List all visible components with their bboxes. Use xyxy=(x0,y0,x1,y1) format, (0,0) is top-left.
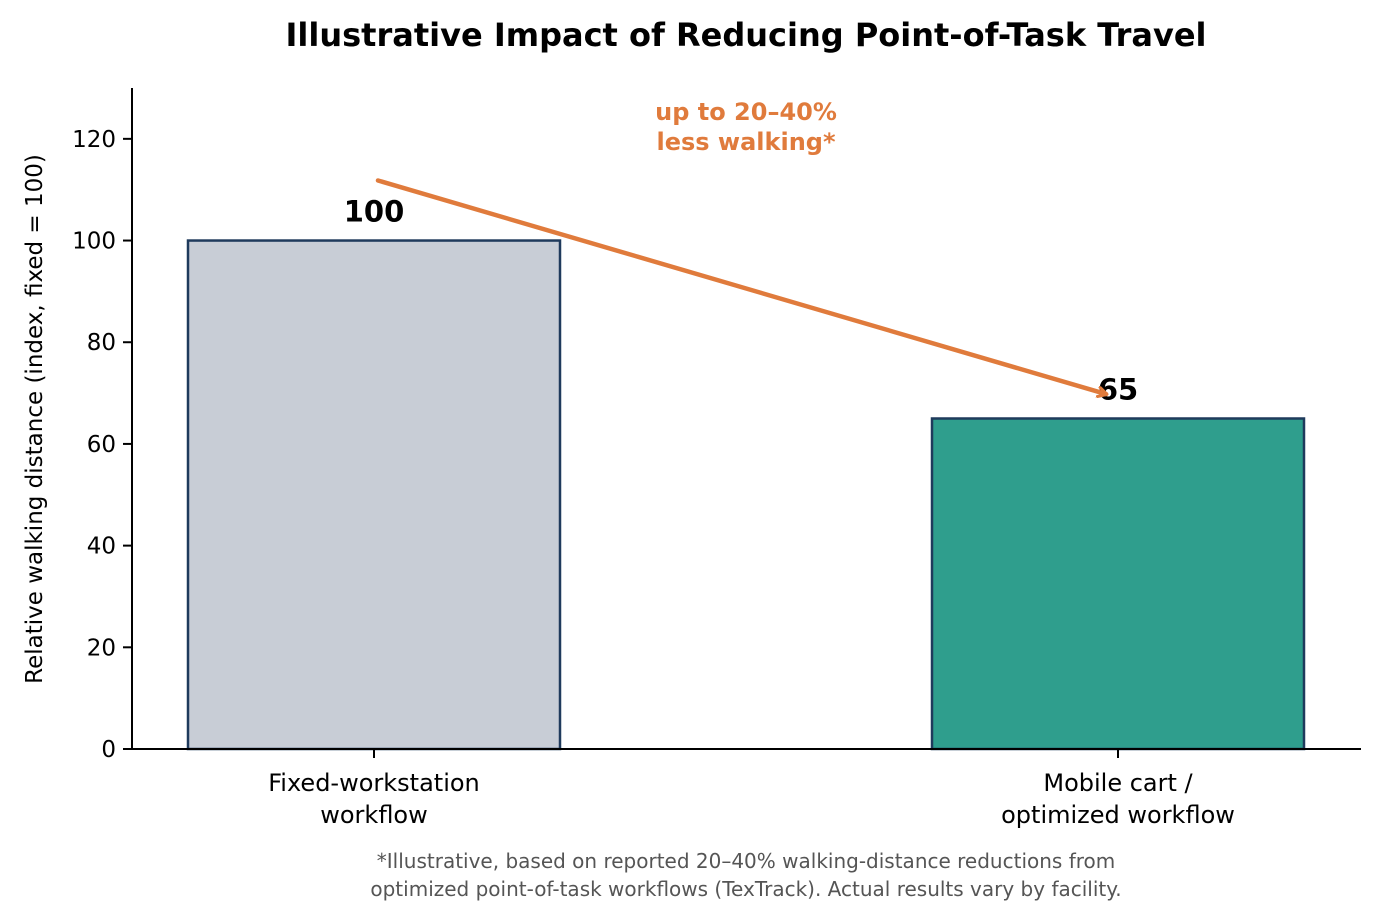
footnote-line-2: optimized point-of-task workflows (TexTr… xyxy=(370,877,1121,901)
y-tick-label: 120 xyxy=(72,127,116,153)
chart-title: Illustrative Impact of Reducing Point-of… xyxy=(286,16,1207,54)
bar-value-label: 100 xyxy=(344,195,405,229)
y-tick-label: 20 xyxy=(87,635,116,661)
bars-group xyxy=(186,239,1306,751)
y-tick-label: 80 xyxy=(87,330,116,356)
annotation-text-line-1: up to 20–40% xyxy=(655,98,837,126)
y-tick-label: 100 xyxy=(72,229,116,255)
annotation-text-line-2: less walking* xyxy=(656,128,835,156)
reduction-arrow xyxy=(375,178,1106,395)
footnote-line-1: *Illustrative, based on reported 20–40% … xyxy=(377,849,1115,873)
y-tick-label: 60 xyxy=(87,432,116,458)
x-axis-ticks: Fixed-workstation workflow Mobile cart / op… xyxy=(268,749,1235,829)
y-tick-label: 0 xyxy=(101,737,116,763)
y-tick-label: 40 xyxy=(87,534,116,560)
x-tick-label: workflow xyxy=(320,801,428,829)
bar xyxy=(930,417,1306,751)
x-tick-label: optimized workflow xyxy=(1001,801,1235,829)
value-labels-group: 100 65 xyxy=(344,195,1138,407)
bar-value-label: 65 xyxy=(1098,373,1138,407)
y-axis-label: Relative walking distance (index, fixed … xyxy=(22,154,48,684)
x-tick-label: Fixed-workstation xyxy=(268,769,480,797)
x-tick-label: Mobile cart / xyxy=(1043,769,1193,797)
y-axis-ticks: 0 20 40 60 80 100 120 xyxy=(72,127,132,763)
bar xyxy=(186,239,562,751)
